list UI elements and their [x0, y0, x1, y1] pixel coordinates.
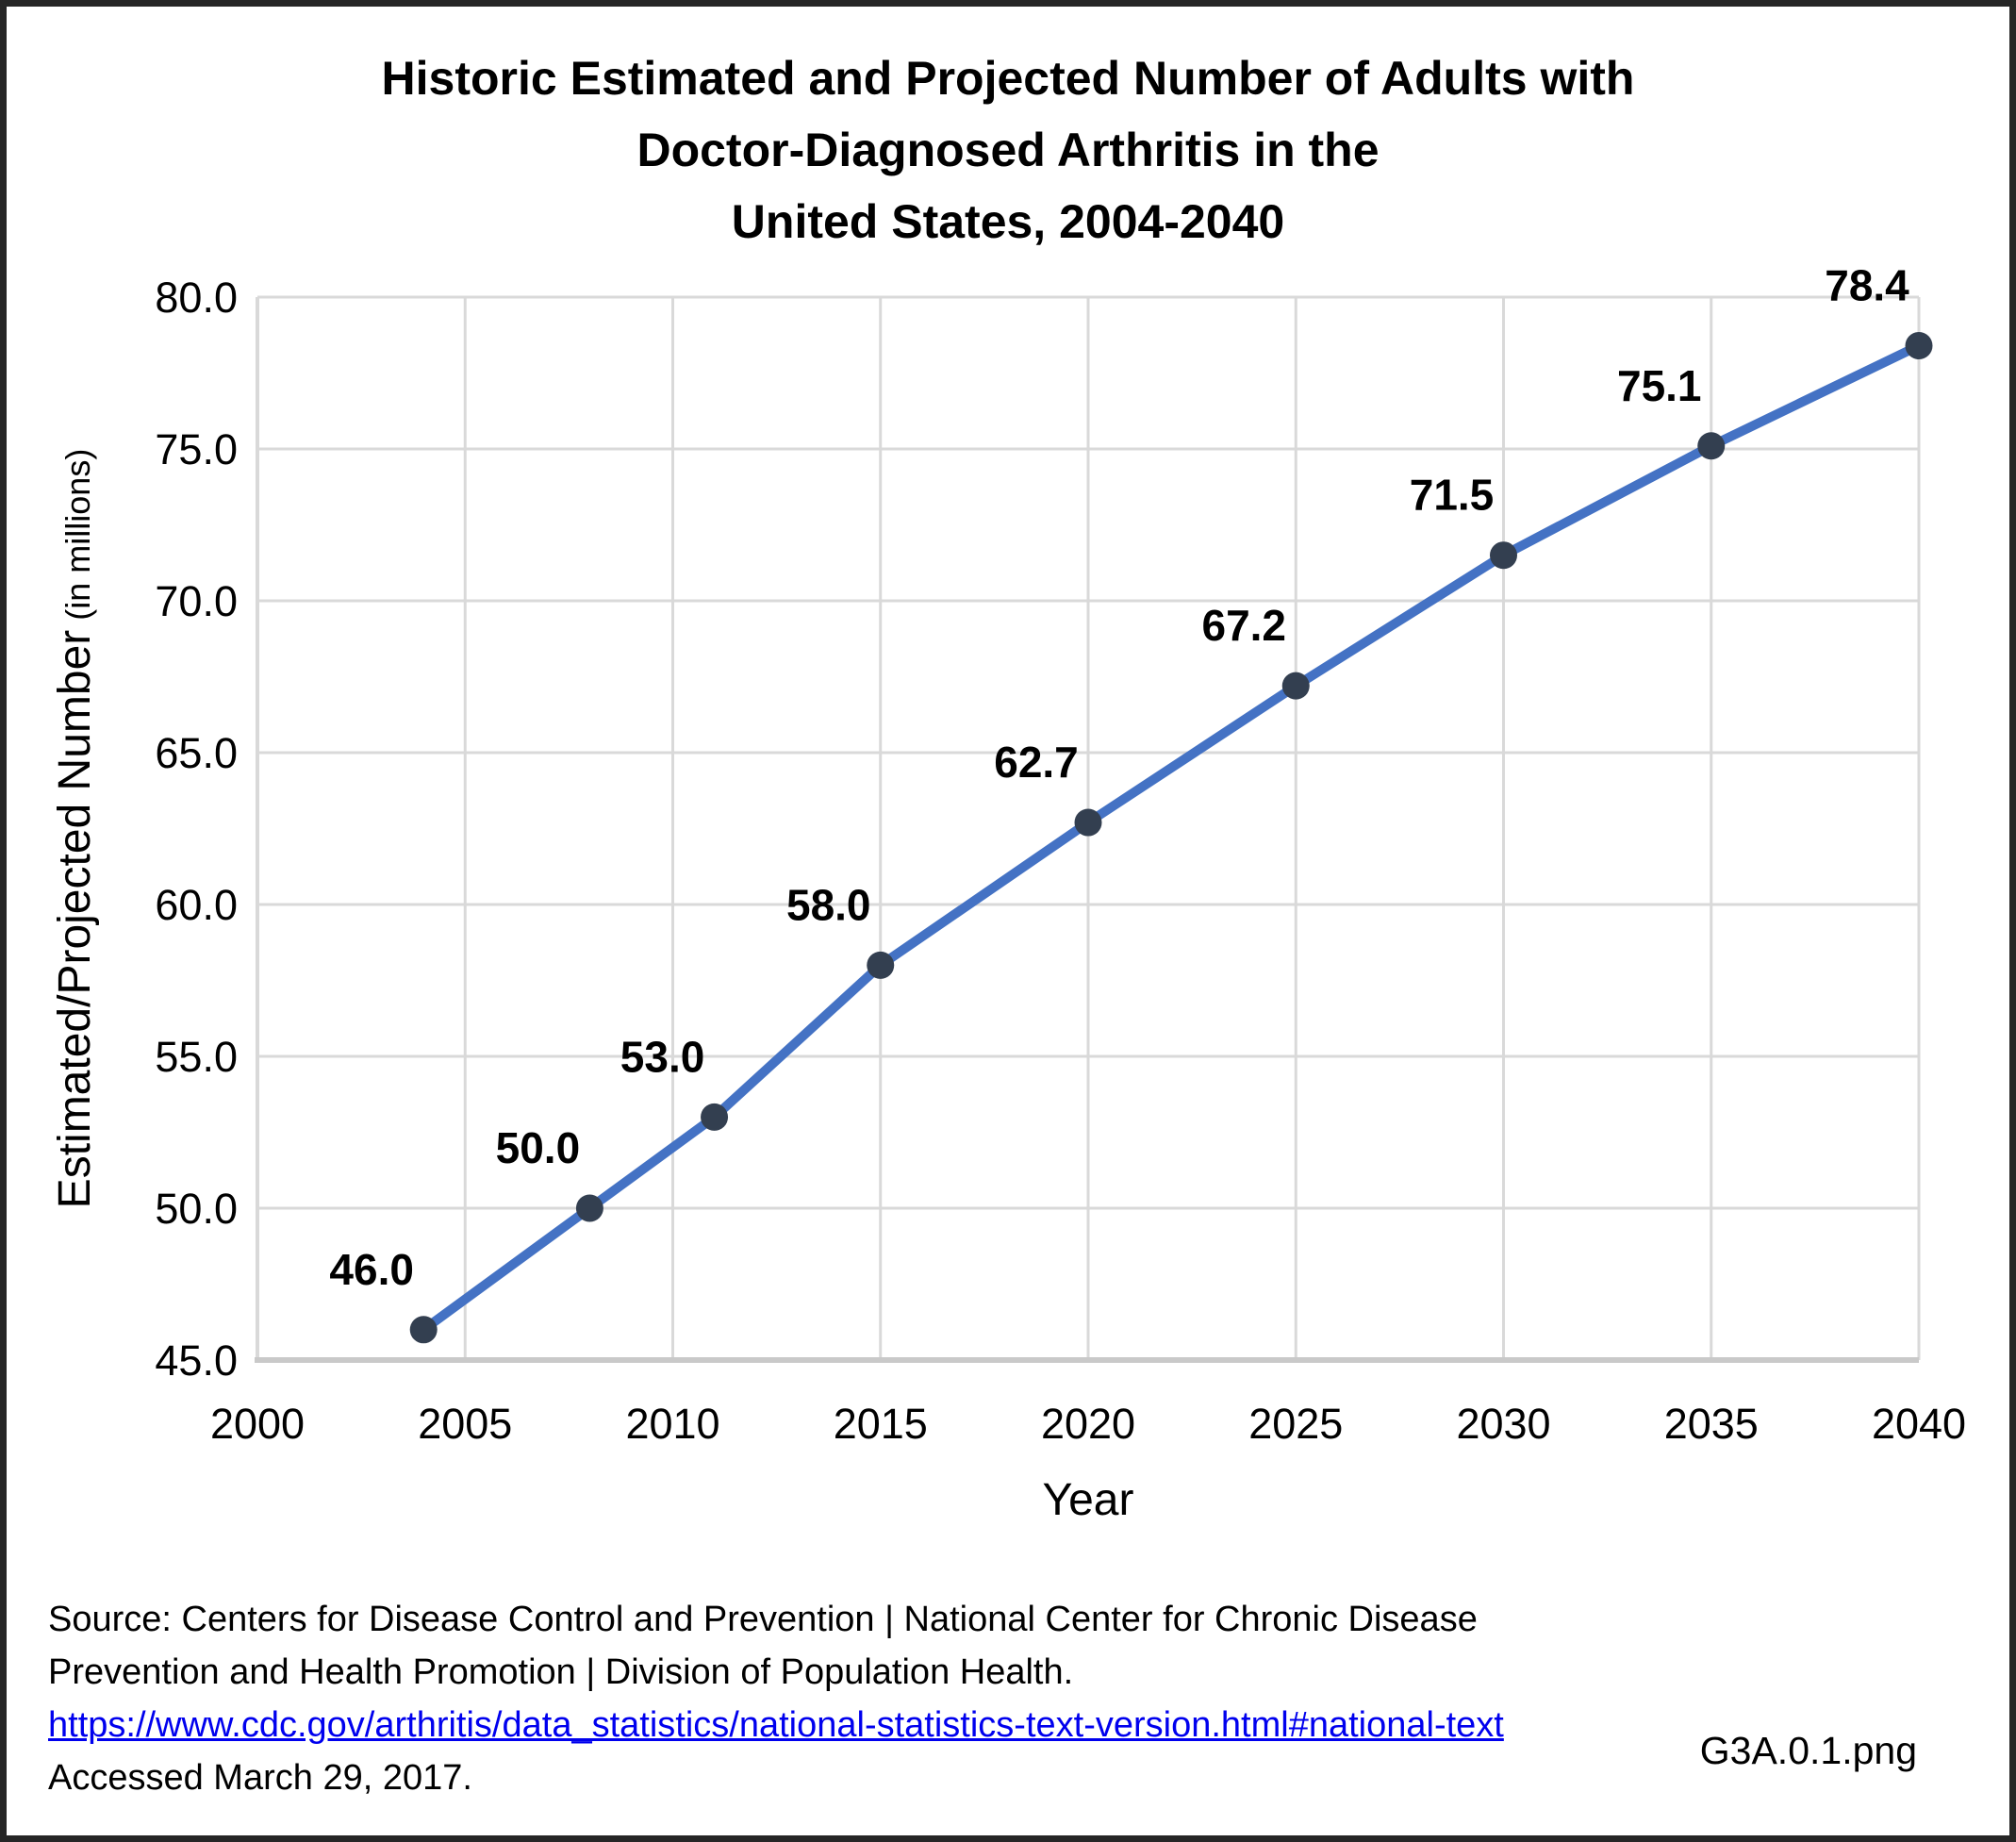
figure-filename: G3A.0.1.png — [1699, 1729, 1917, 1772]
source-text-line-1: Source: Centers for Disease Control and … — [48, 1600, 1478, 1639]
y-tick-label: 45.0 — [155, 1336, 238, 1385]
data-point-marker — [1697, 432, 1726, 460]
x-tick-label: 2010 — [625, 1400, 719, 1448]
data-point-label: 62.7 — [994, 738, 1079, 787]
data-point-marker — [575, 1194, 603, 1222]
data-point-marker — [1074, 808, 1102, 837]
y-tick-label: 50.0 — [155, 1185, 238, 1233]
y-tick-label: 60.0 — [155, 881, 238, 929]
data-point-marker — [1905, 332, 1933, 360]
x-tick-label: 2040 — [1872, 1400, 1966, 1448]
data-point-label: 71.5 — [1410, 471, 1495, 520]
y-tick-label: 65.0 — [155, 729, 238, 777]
x-tick-label: 2000 — [210, 1400, 305, 1448]
y-tick-label: 55.0 — [155, 1033, 238, 1081]
data-point-label: 78.4 — [1825, 261, 1909, 310]
data-point-label: 46.0 — [329, 1245, 414, 1294]
y-axis-title: Estimated/Projected Number (in millions) — [50, 449, 100, 1209]
data-point-label: 67.2 — [1201, 601, 1286, 650]
source-text-line-2: Prevention and Health Promotion | Divisi… — [48, 1652, 1074, 1692]
y-tick-label: 75.0 — [155, 425, 238, 473]
series-line — [419, 340, 1924, 1335]
x-tick-label: 2030 — [1456, 1400, 1550, 1448]
source-block: Source: Centers for Disease Control and … — [48, 1593, 1504, 1804]
y-tick-label: 80.0 — [155, 274, 238, 322]
data-point-marker — [701, 1103, 729, 1131]
data-point-label: 58.0 — [786, 880, 871, 929]
x-tick-label: 2020 — [1041, 1400, 1135, 1448]
data-point-marker — [409, 1316, 438, 1344]
data-point-marker — [1281, 672, 1310, 700]
x-tick-label: 2005 — [418, 1400, 512, 1448]
x-tick-label: 2035 — [1664, 1400, 1759, 1448]
data-point-label: 53.0 — [620, 1032, 705, 1081]
source-link-line: https://www.cdc.gov/arthritis/data_stati… — [48, 1699, 1504, 1751]
accessed-date: Accessed March 29, 2017. — [48, 1758, 472, 1798]
data-point-label: 75.1 — [1617, 361, 1702, 410]
x-axis-title: Year — [1043, 1475, 1134, 1525]
x-tick-label: 2015 — [834, 1400, 928, 1448]
data-point-label: 50.0 — [496, 1123, 581, 1172]
source-link[interactable]: https://www.cdc.gov/arthritis/data_stati… — [48, 1705, 1504, 1745]
y-tick-label: 70.0 — [155, 577, 238, 625]
data-point-marker — [1490, 541, 1517, 570]
data-point-marker — [867, 951, 895, 979]
line-chart-canvas: 45.0 50.0 55.0 60.0 65.0 70.0 75.0 80.0 2000 2005… — [50, 261, 1966, 1525]
x-tick-label: 2025 — [1248, 1400, 1343, 1448]
chart-title: Historic Estimated and Projected Number … — [381, 52, 1635, 248]
